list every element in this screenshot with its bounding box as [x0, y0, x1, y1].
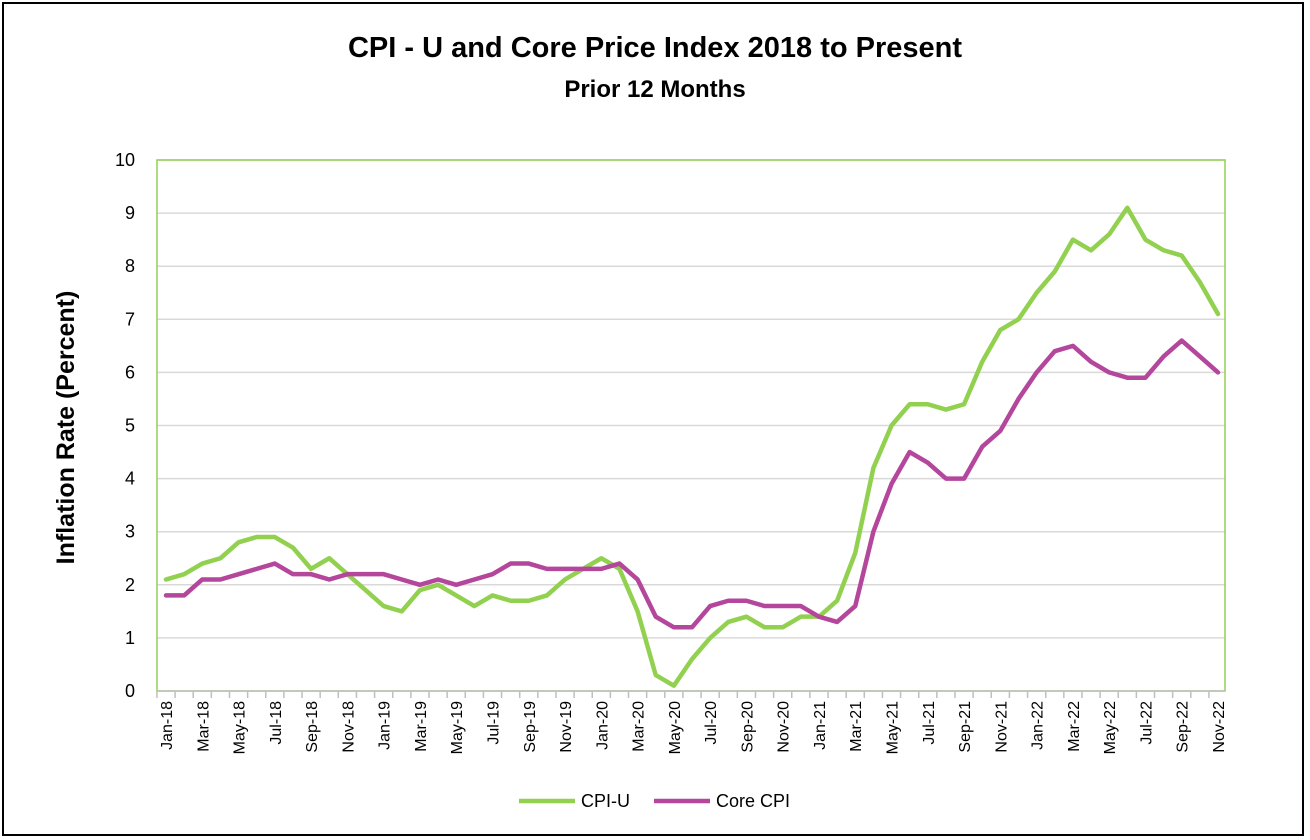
x-tick-label: May-20 [667, 701, 684, 754]
x-tick-label: Jul-20 [703, 701, 720, 745]
x-tick-label: Nov-21 [993, 701, 1010, 753]
x-tick-label: Jan-18 [159, 701, 176, 750]
x-tick-label: Jul-18 [268, 701, 285, 745]
x-tick-label: May-21 [885, 701, 902, 754]
y-axis-label: Inflation Rate (Percent) [52, 291, 80, 565]
y-tick-label: 9 [125, 203, 135, 223]
x-tick-label: Sep-22 [1175, 701, 1192, 753]
x-tick-label: Jul-21 [921, 701, 938, 745]
x-tick-label: Jan-19 [377, 701, 394, 750]
x-tick-label: Mar-18 [195, 701, 212, 752]
x-tick-label: Jan-20 [594, 701, 611, 750]
x-tick-label: Jul-22 [1138, 701, 1155, 745]
y-tick-label: 1 [125, 628, 135, 648]
legend-label: CPI-U [581, 791, 630, 811]
y-tick-label: 0 [125, 681, 135, 701]
x-tick-label: Jul-19 [485, 701, 502, 745]
x-tick-label: Sep-20 [739, 701, 756, 753]
y-tick-label: 10 [115, 150, 135, 170]
x-tick-label: May-19 [449, 701, 466, 754]
y-tick-label: 5 [125, 416, 135, 436]
x-tick-label: Jan-21 [812, 701, 829, 750]
x-tick-label: Nov-22 [1211, 701, 1228, 753]
chart-subtitle: Prior 12 Months [564, 76, 746, 103]
y-tick-label: 6 [125, 362, 135, 382]
x-tick-label: Nov-18 [340, 701, 357, 753]
x-tick-label: Nov-20 [776, 701, 793, 753]
x-tick-label: Sep-19 [522, 701, 539, 753]
x-tick-label: Jan-22 [1030, 701, 1047, 750]
x-tick-label: May-18 [232, 701, 249, 754]
series-line-core-cpi [163, 338, 1221, 630]
legend-label: Core CPI [716, 791, 790, 811]
y-tick-label: 7 [125, 309, 135, 329]
x-tick-label: May-22 [1102, 701, 1119, 754]
chart-title: CPI - U and Core Price Index 2018 to Pre… [347, 32, 963, 64]
x-tick-label: Mar-20 [631, 701, 648, 752]
y-tick-label: 3 [125, 522, 135, 542]
x-tick-label: Sep-21 [957, 701, 974, 753]
x-tick-label: Mar-19 [413, 701, 430, 752]
x-tick-label: Mar-22 [1066, 701, 1083, 752]
y-tick-label: 2 [125, 575, 135, 595]
x-tick-label: Nov-19 [558, 701, 575, 753]
y-tick-label: 4 [125, 469, 135, 489]
x-tick-label: Mar-21 [848, 701, 865, 752]
line-chart: 0 1 2 3 4 5 6 7 8 9 10 Jan-18 Mar-18 May-18 Jul-18 Sep-… [52, 150, 1228, 811]
y-tick-label: 8 [125, 256, 135, 276]
series-line-cpi-u [163, 205, 1221, 688]
x-tick-label: Sep-18 [304, 701, 321, 753]
